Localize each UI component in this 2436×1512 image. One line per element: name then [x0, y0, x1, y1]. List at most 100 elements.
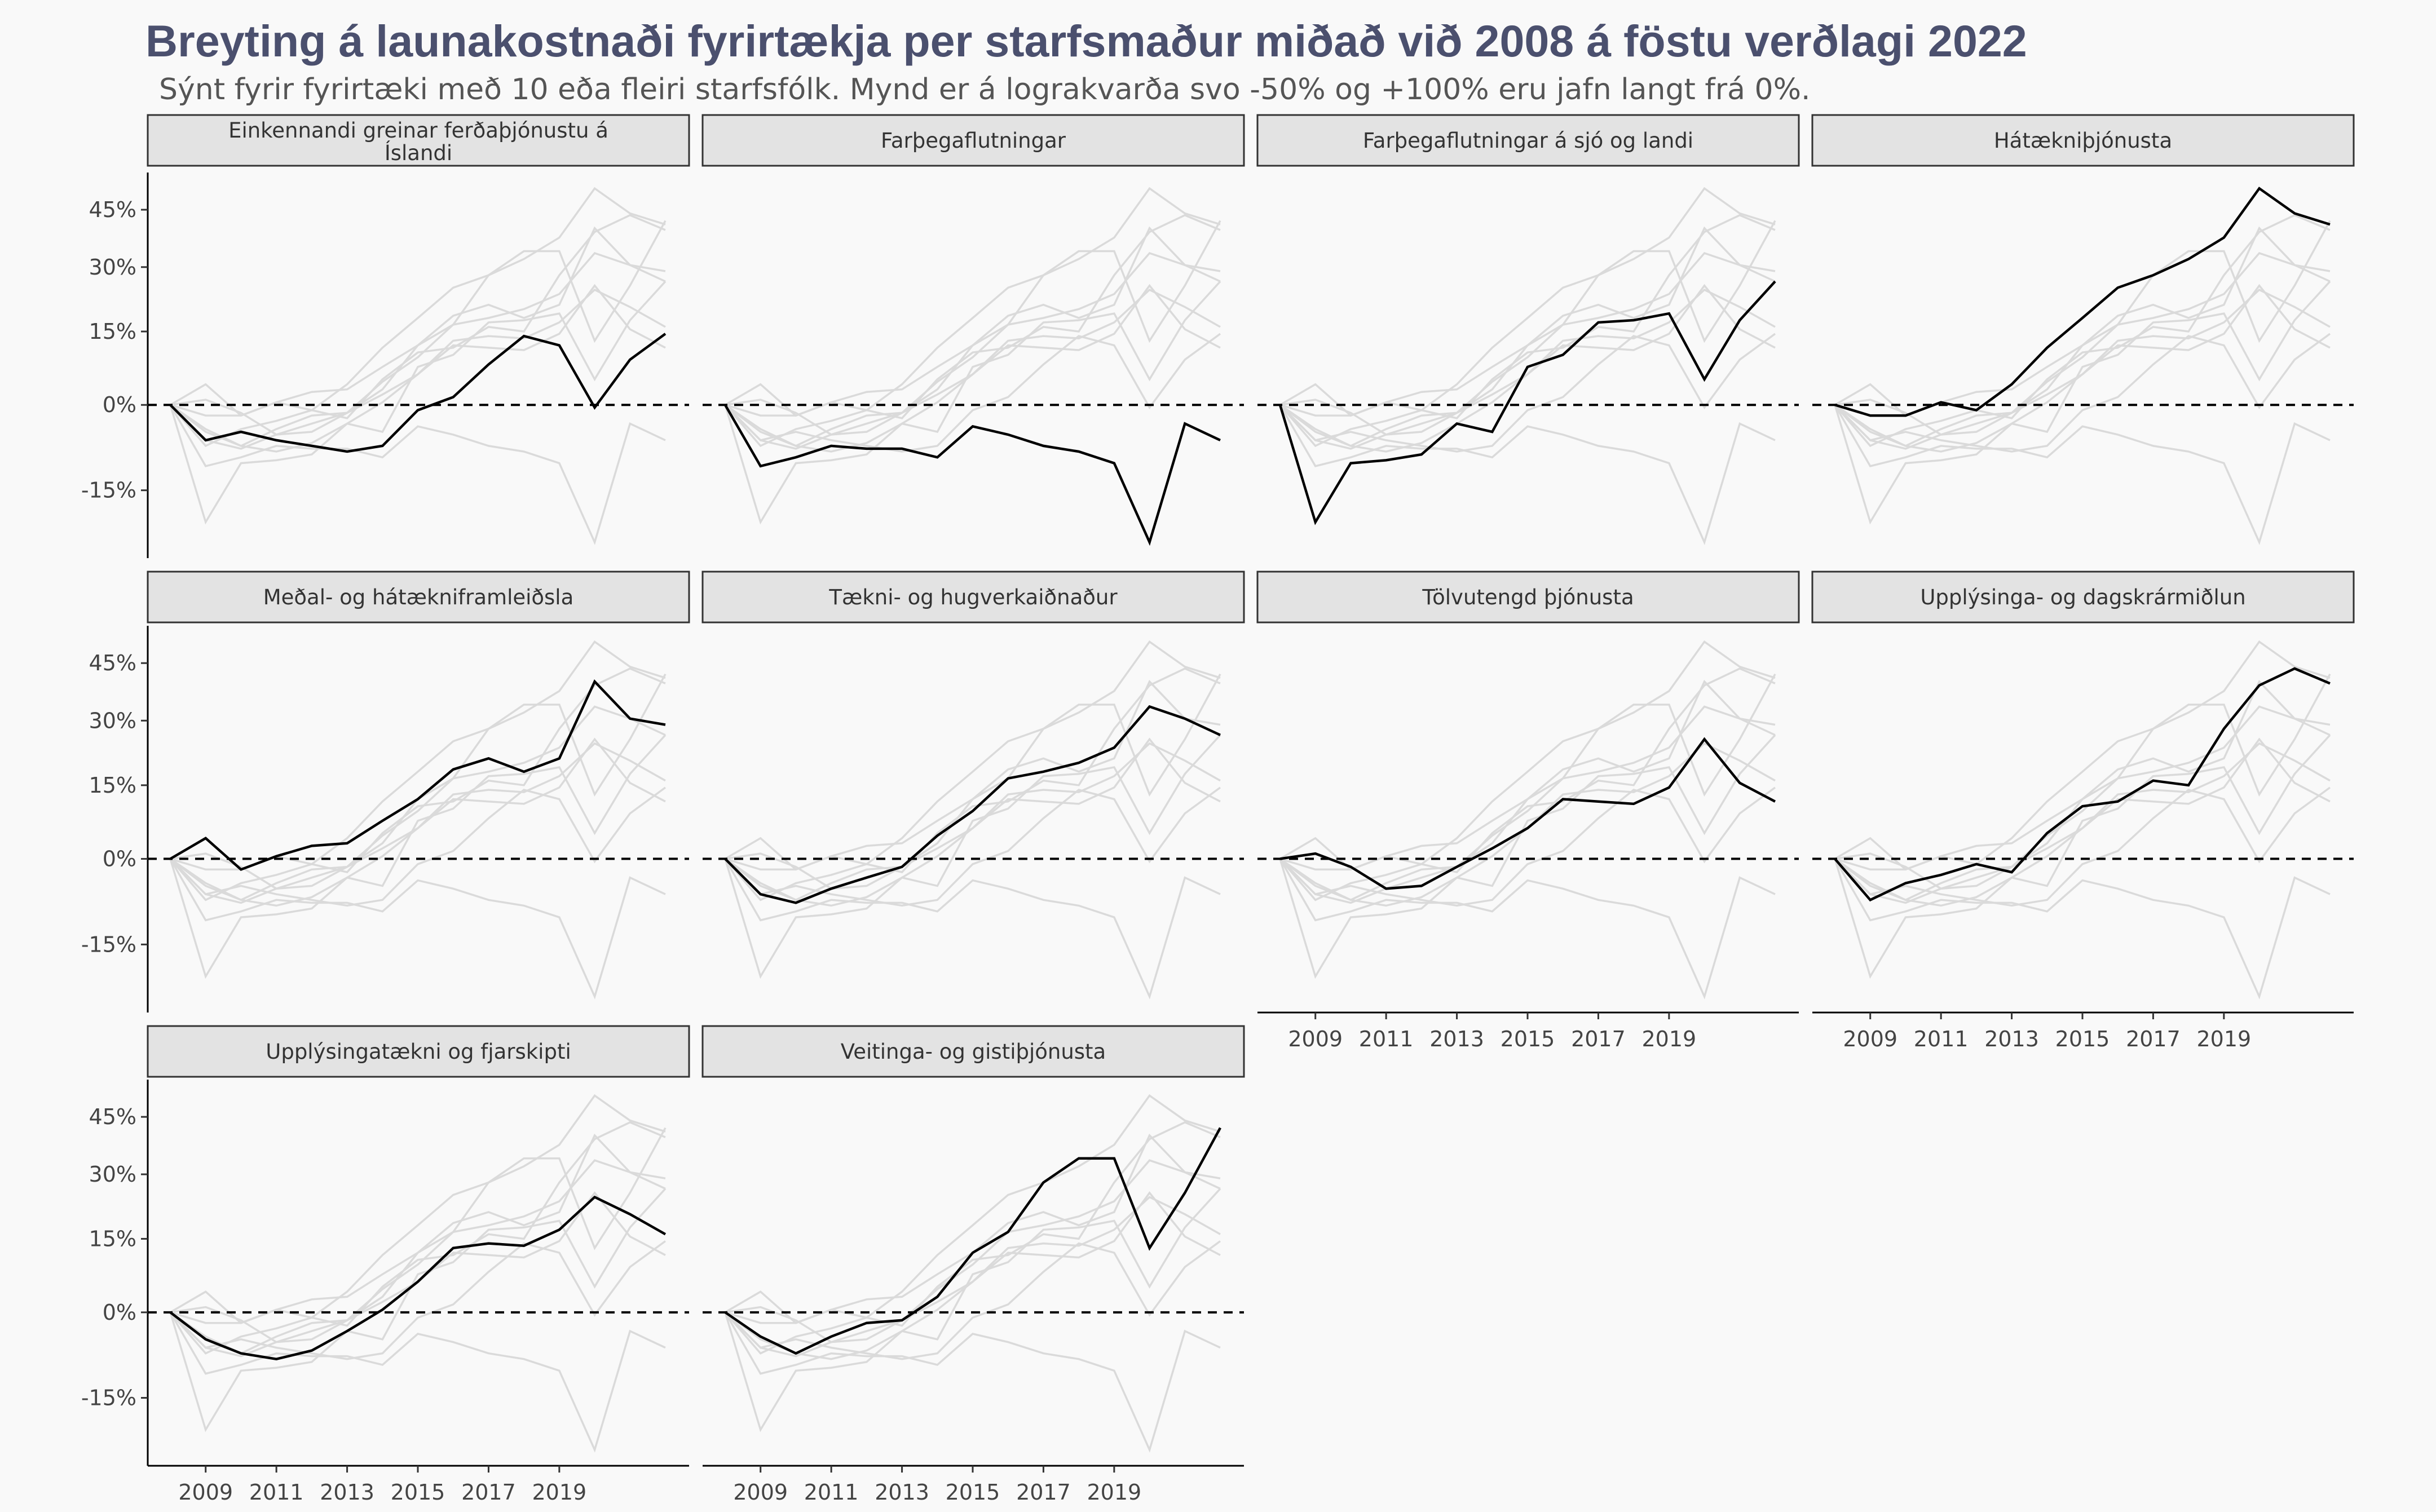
background-series-line — [1279, 288, 1776, 453]
background-series-line — [170, 284, 666, 436]
x-tick-label: 2011 — [1914, 1027, 1969, 1051]
highlighted-series-line — [724, 1127, 1221, 1355]
facet-panel: Meðal- og hátækniframleiðsla 45% 30% 15% 0% -… — [81, 571, 690, 1013]
background-series-line — [1279, 333, 1776, 453]
y-tick-label: -15% — [81, 1385, 136, 1410]
background-series-line — [725, 284, 1221, 436]
facet-panel: Upplýsinga- og dagskrármiðlun 2009 2011 201… — [1811, 571, 2355, 1051]
x-tick-label: 2013 — [320, 1480, 374, 1505]
highlighted-series-line — [724, 705, 1221, 904]
facet-strip-label: Upplýsingatækni og fjarskipti — [266, 1040, 571, 1064]
facet-strip — [1256, 571, 1800, 624]
background-series-line — [169, 288, 666, 453]
background-series-line — [1279, 858, 1776, 1000]
background-series-line — [1834, 734, 2331, 979]
background-series-line — [1834, 284, 2331, 436]
highlighted-series-line — [724, 404, 1221, 546]
background-series-line — [169, 1188, 667, 1433]
background-series-line — [170, 220, 667, 447]
background-series-line — [724, 251, 1221, 450]
highlighted-series-line — [1279, 737, 1776, 890]
facet-strip — [701, 114, 1245, 167]
background-series-line — [725, 673, 1221, 901]
x-tick-label: 2017 — [1571, 1027, 1626, 1051]
background-series-line — [169, 281, 667, 525]
y-tick-label: 0% — [103, 846, 136, 871]
facet-strip-label: Meðal- og hátækniframleiðsla — [263, 585, 574, 609]
background-series-line — [724, 667, 1221, 901]
background-series-line — [725, 1094, 1221, 1324]
highlighted-series-line — [169, 1195, 667, 1360]
background-series-line — [725, 220, 1221, 447]
background-series-line — [725, 187, 1221, 417]
background-series-line — [1279, 284, 1776, 436]
background-series-line — [169, 734, 667, 979]
background-series-line — [1279, 673, 1776, 901]
background-series-line — [1279, 220, 1776, 447]
background-series-line — [169, 667, 666, 901]
background-series-line — [1279, 404, 1776, 545]
background-series-line — [170, 1094, 666, 1324]
x-tick-label: 2009 — [1288, 1027, 1343, 1051]
background-series-line — [170, 737, 666, 890]
background-series-line — [1834, 214, 2331, 448]
x-tick-label: 2017 — [461, 1480, 516, 1505]
x-tick-label: 2015 — [391, 1480, 445, 1505]
y-tick-label: 45% — [89, 1104, 136, 1129]
background-series-line — [170, 1191, 666, 1343]
background-series-line — [169, 858, 666, 1000]
background-series-line — [724, 288, 1221, 453]
background-series-line — [1279, 187, 1776, 417]
background-series-line — [1834, 858, 2331, 1000]
x-tick-label: 2019 — [1641, 1027, 1696, 1051]
x-tick-label: 2019 — [2196, 1027, 2251, 1051]
facet-strip-label: Tækni- og hugverkaiðnaður — [828, 585, 1118, 609]
background-series-line — [724, 742, 1221, 907]
x-tick-label: 2011 — [1359, 1027, 1414, 1051]
y-tick-label: -15% — [81, 478, 136, 503]
facet-panel: Upplýsingatækni og fjarskipti 45% 30% 15% 0%… — [81, 1025, 690, 1505]
highlighted-series-line — [169, 333, 667, 453]
y-tick-label: 0% — [103, 1300, 136, 1325]
x-tick-label: 2011 — [804, 1480, 859, 1505]
background-series-line — [724, 333, 1221, 453]
background-series-line — [724, 214, 1221, 448]
x-tick-label: 2015 — [2055, 1027, 2110, 1051]
facet-strip — [147, 114, 690, 167]
background-series-line — [724, 1188, 1221, 1433]
facet-strip-label: Hátækniþjónusta — [1994, 129, 2172, 153]
background-series-line — [1279, 667, 1776, 901]
x-tick-label: 2009 — [1843, 1027, 1897, 1051]
x-tick-label: 2017 — [2126, 1027, 2181, 1051]
background-series-line — [1834, 737, 2331, 890]
facet-panel: Tækni- og hugverkaiðnaður — [701, 571, 1245, 1000]
y-tick-label: 15% — [89, 319, 136, 344]
y-tick-label: 0% — [103, 392, 136, 417]
background-series-line — [1279, 786, 1776, 907]
facet-panel: Einkennandi greinar ferðaþjónustu á Íslan… — [81, 114, 690, 558]
background-series-line — [724, 734, 1221, 979]
x-tick-label: 2009 — [178, 1480, 233, 1505]
facet-strip-label: Upplýsinga- og dagskrármiðlun — [1920, 585, 2245, 609]
facet-strip — [147, 571, 690, 624]
background-series-line — [1279, 251, 1776, 450]
y-tick-label: 15% — [89, 1226, 136, 1251]
facet-panel: Farþegaflutningar á sjó og landi — [1256, 114, 1800, 545]
background-series-line — [169, 404, 666, 545]
background-series-line — [170, 1127, 667, 1355]
background-series-line — [1279, 640, 1776, 871]
facet-strip-label: Farþegaflutningar á sjó og landi — [1363, 129, 1693, 153]
chart-title: Breyting á launakostnaði fyrirtækja per … — [145, 16, 2027, 66]
background-series-line — [1834, 673, 2331, 901]
highlighted-series-line — [1278, 280, 1776, 525]
background-series-line — [724, 1311, 1221, 1453]
background-series-line — [1834, 404, 2331, 545]
highlighted-series-line — [169, 679, 666, 871]
facet-strip-label: Veitinga- og gistiþjónusta — [841, 1040, 1106, 1064]
background-series-line — [725, 1191, 1221, 1343]
x-tick-label: 2013 — [875, 1480, 929, 1505]
background-series-line — [1834, 288, 2331, 453]
highlighted-series-line — [1834, 187, 2331, 417]
background-series-line — [169, 786, 667, 907]
background-series-line — [170, 640, 666, 871]
